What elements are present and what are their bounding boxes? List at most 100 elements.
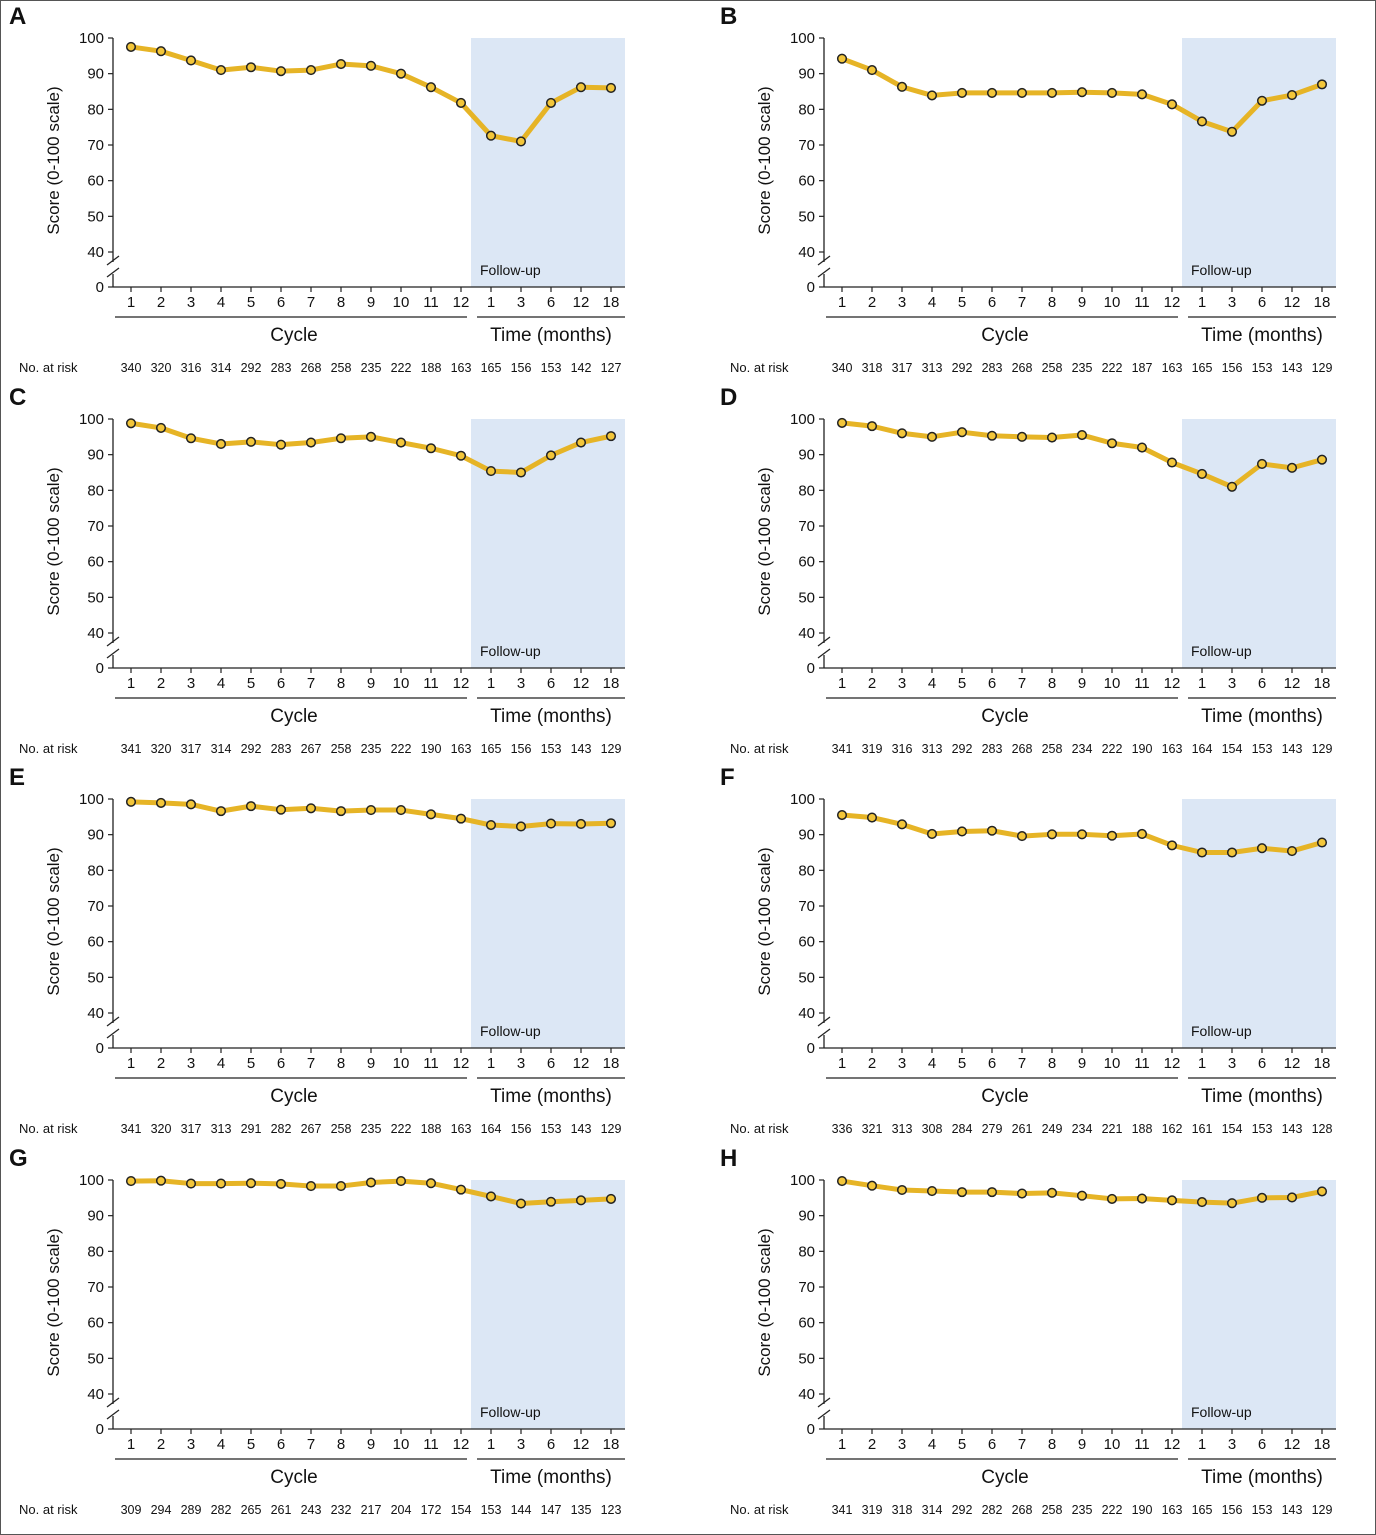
x-tick-label: 6 bbox=[988, 675, 996, 692]
x-tick-label: 3 bbox=[517, 1055, 525, 1072]
at-risk-value: 123 bbox=[601, 1503, 622, 1517]
at-risk-value: 153 bbox=[1252, 1503, 1273, 1517]
data-point bbox=[305, 437, 317, 448]
at-risk-value: 320 bbox=[151, 1122, 172, 1136]
at-risk-value: 222 bbox=[391, 1122, 412, 1136]
x-tick-label: 11 bbox=[1134, 675, 1150, 692]
data-point bbox=[1256, 95, 1268, 106]
at-risk-value: 314 bbox=[211, 742, 232, 756]
x-tick-label: 6 bbox=[277, 675, 285, 692]
y-tick-label: 40 bbox=[87, 1005, 104, 1022]
at-risk-label: No. at risk bbox=[19, 360, 78, 375]
y-tick-label: 80 bbox=[798, 862, 815, 879]
y-tick-label: 60 bbox=[87, 554, 104, 571]
data-point bbox=[1226, 847, 1238, 858]
x-tick-label: 4 bbox=[928, 1055, 936, 1072]
at-risk-value: 282 bbox=[271, 1122, 292, 1136]
at-risk-value: 292 bbox=[952, 361, 973, 375]
at-risk-value: 249 bbox=[1042, 1122, 1063, 1136]
panel-letter: D bbox=[720, 384, 737, 411]
axis-break-mark bbox=[817, 267, 831, 278]
at-risk-value: 340 bbox=[121, 361, 142, 375]
data-point bbox=[1286, 90, 1298, 101]
at-risk-value: 165 bbox=[481, 361, 502, 375]
x-tick-label: 18 bbox=[1314, 1055, 1331, 1072]
data-point bbox=[1226, 1198, 1238, 1209]
axis-break-mark bbox=[106, 267, 120, 278]
at-risk-value: 129 bbox=[1312, 361, 1333, 375]
x-tick-label: 8 bbox=[1048, 294, 1056, 311]
at-risk-value: 235 bbox=[361, 742, 382, 756]
x-tick-label: 12 bbox=[1284, 294, 1301, 311]
at-risk-value: 320 bbox=[151, 361, 172, 375]
data-point bbox=[1316, 837, 1328, 848]
data-point bbox=[866, 1180, 878, 1191]
y-tick-label: 80 bbox=[798, 101, 815, 118]
at-risk-value: 314 bbox=[922, 1503, 943, 1517]
x-tick-label: 11 bbox=[423, 294, 439, 311]
time-group-label: Time (months) bbox=[1201, 1467, 1323, 1488]
at-risk-value: 153 bbox=[1252, 1122, 1273, 1136]
at-risk-value: 217 bbox=[361, 1503, 382, 1517]
data-point bbox=[395, 805, 407, 816]
at-risk-value: 289 bbox=[181, 1503, 202, 1517]
y-axis-label: Score (0-100 scale) bbox=[44, 1228, 63, 1376]
data-point bbox=[485, 130, 497, 141]
at-risk-value: 156 bbox=[1222, 361, 1243, 375]
data-point bbox=[1196, 1197, 1208, 1208]
data-point bbox=[1256, 458, 1268, 469]
data-point bbox=[1046, 87, 1058, 98]
x-tick-label: 1 bbox=[127, 1436, 135, 1453]
data-point bbox=[545, 818, 557, 829]
at-risk-value: 234 bbox=[1072, 1122, 1093, 1136]
y-tick-label: 60 bbox=[798, 1315, 815, 1332]
x-tick-label: 12 bbox=[453, 1055, 470, 1072]
at-risk-value: 261 bbox=[271, 1503, 292, 1517]
y-axis-label: Score (0-100 scale) bbox=[755, 1228, 774, 1376]
at-risk-value: 283 bbox=[982, 361, 1003, 375]
data-point bbox=[245, 801, 257, 812]
axis-break-mark bbox=[817, 648, 831, 659]
x-tick-label: 2 bbox=[157, 675, 165, 692]
at-risk-value: 222 bbox=[1102, 361, 1123, 375]
x-tick-label: 18 bbox=[603, 1055, 620, 1072]
data-point bbox=[335, 806, 347, 817]
x-tick-label: 3 bbox=[187, 1436, 195, 1453]
y-tick-label: 70 bbox=[798, 518, 815, 535]
at-risk-value: 222 bbox=[391, 742, 412, 756]
at-risk-value: 283 bbox=[982, 742, 1003, 756]
at-risk-value: 321 bbox=[862, 1122, 883, 1136]
y-tick-label: 40 bbox=[798, 625, 815, 642]
data-point bbox=[1166, 1195, 1178, 1206]
at-risk-value: 317 bbox=[892, 361, 913, 375]
x-tick-label: 10 bbox=[1104, 675, 1121, 692]
x-tick-label: 12 bbox=[573, 294, 590, 311]
data-point bbox=[836, 1176, 848, 1187]
x-tick-label: 18 bbox=[603, 1436, 620, 1453]
data-point bbox=[335, 1181, 347, 1192]
data-point bbox=[485, 1191, 497, 1202]
data-point bbox=[185, 433, 197, 444]
data-point bbox=[365, 805, 377, 816]
data-point bbox=[866, 65, 878, 76]
panel-letter: A bbox=[9, 3, 26, 30]
x-tick-label: 11 bbox=[423, 675, 439, 692]
x-tick-label: 5 bbox=[958, 675, 966, 692]
y-tick-label: 70 bbox=[87, 898, 104, 915]
x-tick-label: 6 bbox=[547, 675, 555, 692]
data-point bbox=[335, 58, 347, 70]
at-risk-value: 282 bbox=[211, 1503, 232, 1517]
y-tick-label: 50 bbox=[798, 208, 815, 225]
at-risk-value: 316 bbox=[892, 742, 913, 756]
x-tick-label: 9 bbox=[1078, 1436, 1086, 1453]
data-point bbox=[155, 422, 167, 433]
y-tick-label: 80 bbox=[87, 862, 104, 879]
time-group-label: Time (months) bbox=[1201, 1086, 1323, 1107]
at-risk-value: 313 bbox=[892, 1122, 913, 1136]
x-tick-label: 8 bbox=[337, 1436, 345, 1453]
axis-break-mark bbox=[106, 255, 120, 266]
data-point bbox=[896, 1184, 908, 1196]
at-risk-value: 232 bbox=[331, 1503, 352, 1517]
x-tick-label: 1 bbox=[487, 1436, 495, 1453]
y-tick-label: 100 bbox=[79, 30, 104, 47]
